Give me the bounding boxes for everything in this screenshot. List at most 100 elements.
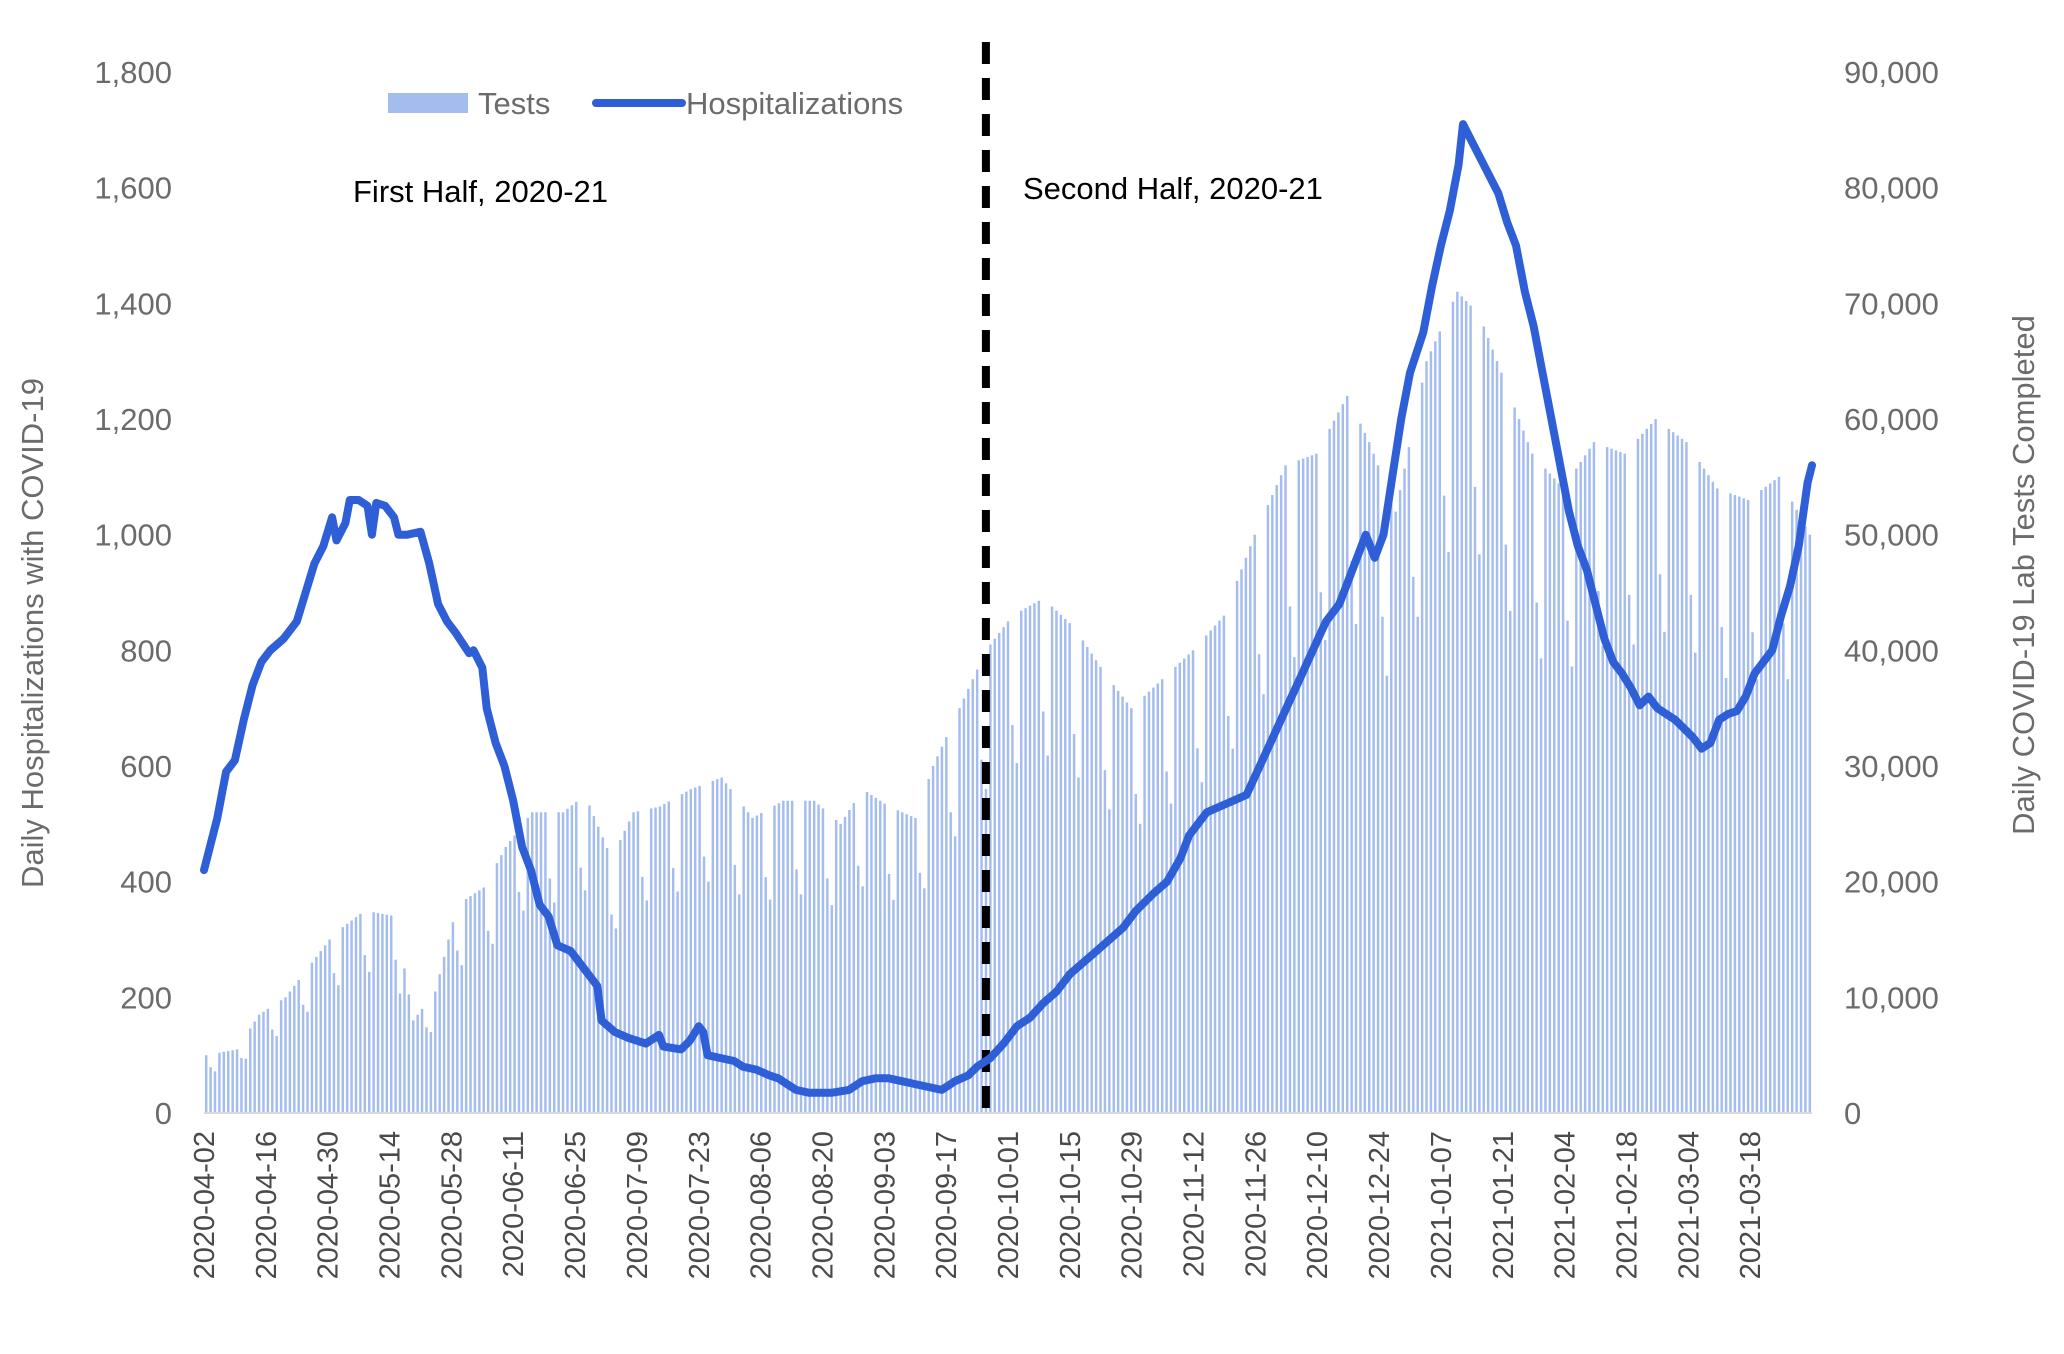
tests-bar: [597, 826, 600, 1113]
tests-bar: [1174, 666, 1177, 1113]
tests-bar: [1182, 658, 1186, 1113]
tests-bar: [1099, 666, 1102, 1113]
tests-bar: [1191, 650, 1195, 1113]
tests-bar: [262, 1011, 265, 1113]
tests-bar: [1601, 645, 1604, 1113]
tests-bar: [1698, 461, 1701, 1113]
tests-bar: [1654, 419, 1657, 1113]
tests-bar: [376, 913, 380, 1113]
tests-bar: [407, 994, 411, 1113]
tests-bar: [1178, 662, 1182, 1113]
tests-bar: [504, 846, 508, 1113]
tests-bar: [271, 1029, 274, 1113]
tests-bar: [786, 800, 789, 1113]
tests-bar: [526, 818, 530, 1113]
tests-bar: [1033, 603, 1036, 1113]
tests-bar: [460, 965, 463, 1113]
tests-bar: [1632, 644, 1635, 1113]
tests-bar: [1297, 460, 1300, 1113]
tests-bar: [412, 1020, 415, 1113]
tests-bar: [1575, 468, 1578, 1114]
tests-bar: [279, 1000, 283, 1113]
tests-bar: [641, 876, 644, 1113]
x-axis-tick-label: 2020-11-12: [1179, 1131, 1211, 1277]
tests-bar: [1548, 473, 1552, 1113]
tests-bar: [363, 955, 367, 1113]
tests-bar: [649, 808, 653, 1113]
tests-bar: [1667, 428, 1671, 1113]
tests-bar: [1799, 518, 1803, 1113]
tests-bar: [456, 950, 459, 1113]
tests-bar: [623, 830, 626, 1113]
tests-bar: [901, 812, 904, 1113]
left-axis-tick-label: 1,000: [94, 518, 172, 553]
tests-bar: [1645, 428, 1649, 1113]
tests-bar: [530, 812, 534, 1113]
tests-bar: [1262, 694, 1265, 1113]
tests-bar: [667, 801, 671, 1113]
x-axis-tick-label: 2020-11-26: [1240, 1131, 1272, 1277]
tests-bar: [1627, 594, 1631, 1113]
hospitalizations-line: [200, 120, 1816, 1097]
tests-bar: [1160, 679, 1164, 1113]
tests-bar: [676, 891, 679, 1113]
tests-bar: [1764, 486, 1767, 1113]
tests-bar: [1522, 430, 1525, 1114]
tests-bar: [936, 756, 939, 1113]
tests-bar: [486, 930, 490, 1113]
tests-bar: [773, 805, 776, 1113]
tests-bar: [231, 1050, 234, 1113]
tests-bar: [478, 890, 481, 1113]
tests-bar: [535, 812, 538, 1113]
tests-bar: [1059, 614, 1063, 1113]
tests-bar: [1275, 485, 1278, 1114]
left-axis-tick-label: 400: [120, 865, 172, 900]
tests-bar: [592, 816, 596, 1113]
tests-bar: [1134, 794, 1137, 1113]
tests-bar: [768, 899, 772, 1113]
tests-bar: [1504, 544, 1508, 1113]
tests-bar: [429, 1032, 433, 1113]
x-axis-tick-label: 2021-03-18: [1735, 1131, 1767, 1279]
tests-bar: [425, 1027, 428, 1113]
tests-bar: [914, 818, 917, 1113]
tests-bar: [953, 836, 957, 1113]
tests-bar: [1116, 690, 1120, 1113]
left-axis-ticks: 0 200 400 600 800 1,000 1,200 1,400 1,600 1,800: [94, 55, 172, 1131]
tests-bar: [879, 800, 882, 1113]
left-axis-tick-label: 0: [155, 1096, 172, 1131]
tests-bar: [579, 867, 582, 1113]
tests-bar: [1165, 771, 1168, 1113]
tests-bar: [1328, 428, 1331, 1113]
tests-bar: [1447, 552, 1450, 1113]
x-axis-tick-label: 2020-04-16: [251, 1131, 283, 1279]
tests-bar: [1412, 576, 1415, 1113]
tests-bar: [1588, 448, 1591, 1113]
tests-bar: [1381, 616, 1384, 1113]
tests-bar: [755, 815, 759, 1113]
left-axis-tick-label: 200: [120, 980, 172, 1015]
tests-bar: [1808, 534, 1812, 1113]
tests-bar: [1068, 623, 1071, 1113]
tests-bar: [1077, 777, 1080, 1113]
tests-bar: [473, 893, 477, 1113]
tests-bar: [1187, 654, 1190, 1113]
tests-bar: [967, 688, 970, 1113]
left-axis-title: Daily Hospitalizations with COVID-19: [15, 378, 50, 888]
tests-bar: [464, 899, 468, 1113]
tests-bar: [288, 991, 292, 1113]
tests-bar: [945, 737, 948, 1113]
tests-bar: [707, 881, 710, 1113]
tests-bar: [235, 1049, 239, 1113]
tests-bar: [742, 806, 745, 1113]
tests-bar: [1055, 610, 1058, 1113]
tests-bar: [1094, 660, 1098, 1113]
tests-bar: [244, 1058, 248, 1113]
tests-bar: [1222, 615, 1226, 1113]
tests-bar: [1526, 442, 1530, 1114]
tests-bar: [1138, 823, 1142, 1113]
tests-bar: [1605, 447, 1609, 1114]
tests-bar: [1689, 594, 1693, 1113]
tests-bar: [940, 746, 944, 1113]
x-axis-tick-label: 2021-03-04: [1673, 1131, 1705, 1279]
